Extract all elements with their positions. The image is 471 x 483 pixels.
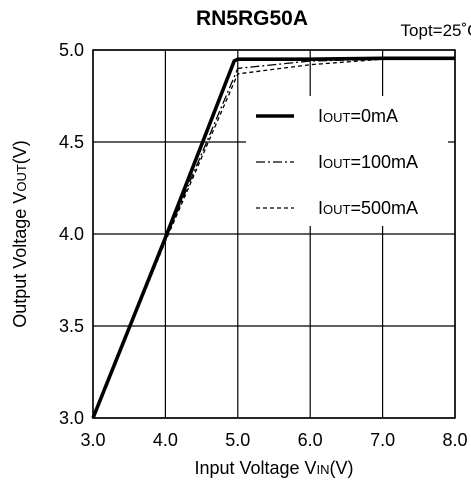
chart-condition: Topt=25˚C: [401, 21, 471, 40]
x-tick-label-0: 3.0: [80, 430, 105, 450]
y-tick-label-2: 4.0: [59, 224, 84, 244]
y-axis-label: Output Voltage VOUT(V): [10, 140, 30, 328]
x-tick-label-2: 5.0: [225, 430, 250, 450]
legend: IOUT=0mA IOUT=100mA IOUT=500mA: [246, 96, 448, 226]
y-tick-labels: 3.0 3.5 4.0 4.5 5.0: [59, 40, 84, 428]
y-tick-label-0: 3.0: [59, 408, 84, 428]
legend-label-2: IOUT=500mA: [318, 198, 418, 218]
series-line-0: [91, 56, 455, 419]
x-tick-label-1: 4.0: [153, 430, 178, 450]
x-tick-label-3: 6.0: [298, 430, 323, 450]
y-tick-label-1: 3.5: [59, 316, 84, 336]
x-axis-label: Input Voltage VIN(V): [194, 458, 353, 478]
legend-label-0: IOUT=0mA: [318, 106, 398, 126]
chart-title: RN5RG50A: [196, 7, 308, 30]
series-group: [91, 56, 456, 419]
y-tick-label-4: 5.0: [59, 40, 84, 60]
series-line-1: [92, 58, 455, 419]
plot-frame: [92, 49, 456, 419]
x-tick-labels: 3.0 4.0 5.0 6.0 7.0 8.0: [80, 430, 467, 450]
x-tick-label-4: 7.0: [370, 430, 395, 450]
x-tick-label-5: 8.0: [442, 430, 467, 450]
legend-label-1: IOUT=100mA: [318, 152, 418, 172]
y-tick-label-3: 4.5: [59, 132, 84, 152]
series-line-2: [92, 57, 456, 419]
